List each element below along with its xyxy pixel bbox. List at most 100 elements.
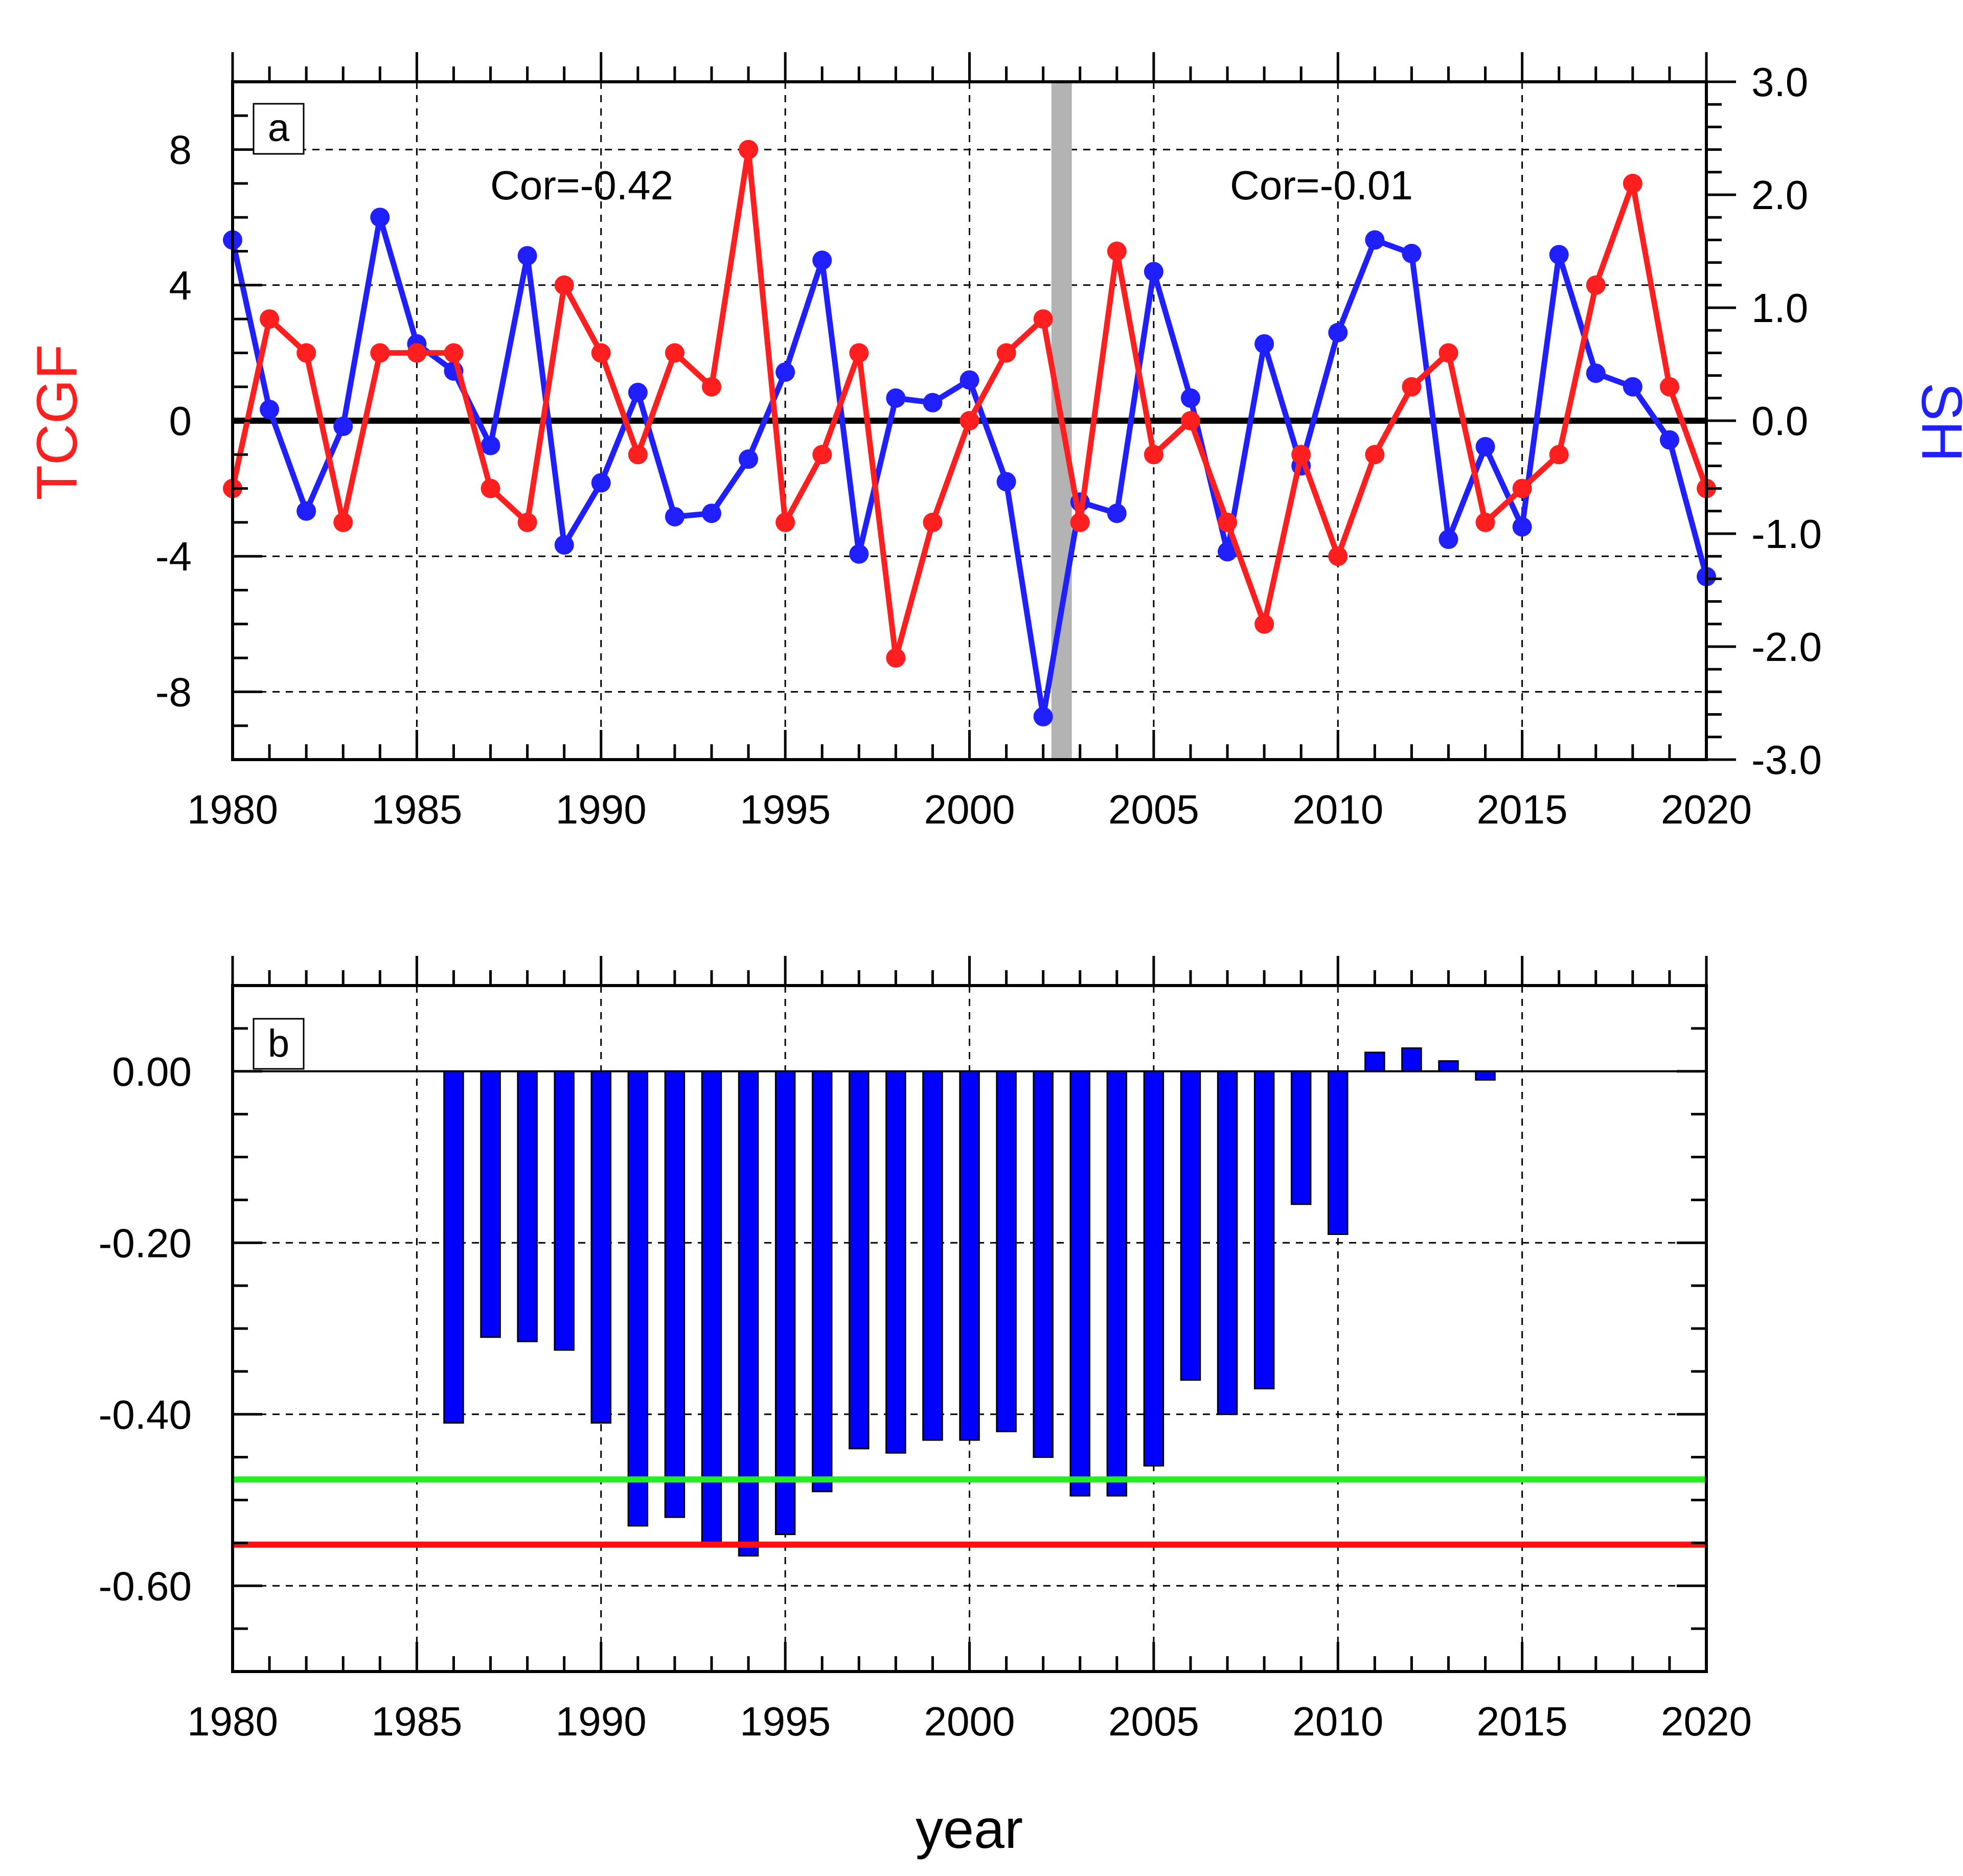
bar bbox=[885, 1070, 906, 1454]
sh-point bbox=[849, 544, 869, 564]
sh-point bbox=[1439, 530, 1458, 550]
panel-b-bar-chart: 1980 1985 1990 1995 2000 2005 2010 2015 2020 0.0… bbox=[99, 956, 1752, 1860]
sh-point bbox=[665, 507, 684, 527]
correlation-annotation-early: Cor=-0.42 bbox=[490, 163, 673, 208]
sh-point bbox=[739, 449, 759, 469]
tcgf-point bbox=[1549, 445, 1569, 465]
tcgf-point bbox=[1439, 343, 1458, 363]
tcgf-point bbox=[333, 512, 353, 532]
panel-b-ticks bbox=[231, 956, 1708, 1673]
bar bbox=[1364, 1051, 1385, 1072]
correlation-annotation-late: Cor=-0.01 bbox=[1230, 163, 1413, 208]
right-tick-label: 2.0 bbox=[1751, 172, 1808, 218]
bar bbox=[627, 1070, 649, 1527]
tcgf-point bbox=[1291, 445, 1311, 465]
tcgf-series bbox=[223, 140, 1716, 668]
tcgf-point bbox=[812, 445, 832, 465]
tcgf-point bbox=[481, 478, 500, 498]
bar bbox=[1475, 1070, 1496, 1081]
sh-point bbox=[481, 436, 500, 455]
tcgf-point bbox=[1659, 377, 1679, 397]
sh-point bbox=[1144, 262, 1163, 282]
sh-point bbox=[1107, 504, 1127, 523]
sh-point bbox=[923, 393, 943, 413]
sh-point bbox=[960, 370, 979, 390]
tcgf-point bbox=[1402, 377, 1422, 397]
sh-point bbox=[1512, 517, 1532, 537]
sh-point bbox=[1328, 323, 1348, 342]
tcgf-point bbox=[296, 343, 316, 363]
sh-point bbox=[1254, 334, 1274, 354]
left-tick-label: -8 bbox=[155, 669, 192, 715]
tcgf-point bbox=[960, 411, 979, 430]
sh-point bbox=[628, 382, 648, 402]
bar bbox=[1401, 1047, 1422, 1072]
tcgf-point bbox=[407, 343, 427, 363]
panel-a-left-tick-labels: 8 4 0 -4 -8 bbox=[155, 127, 192, 715]
tcgf-point bbox=[1180, 411, 1200, 430]
y-tick-label: 0.00 bbox=[112, 1049, 192, 1094]
tcgf-point bbox=[1144, 445, 1163, 465]
sh-point bbox=[333, 417, 353, 437]
bar bbox=[1217, 1070, 1238, 1415]
bar bbox=[1033, 1070, 1054, 1458]
bar bbox=[1143, 1070, 1165, 1467]
bar bbox=[738, 1070, 759, 1557]
tcgf-point bbox=[1512, 478, 1532, 498]
bar bbox=[996, 1070, 1017, 1432]
bar bbox=[849, 1070, 870, 1450]
bar bbox=[1290, 1070, 1312, 1205]
bar bbox=[1180, 1070, 1201, 1381]
x-tick-label: 1995 bbox=[740, 787, 831, 832]
tcgf-point bbox=[1475, 512, 1495, 532]
panel-b-label-box bbox=[253, 1018, 305, 1070]
sh-point bbox=[517, 246, 537, 266]
tcgf-point bbox=[1365, 445, 1385, 465]
tcgf-point bbox=[739, 140, 759, 159]
sh-point bbox=[1218, 542, 1238, 562]
panel-b-x-tick-labels: 1980 1985 1990 1995 2000 2005 2010 2015 2020 bbox=[187, 1699, 1752, 1744]
bar bbox=[517, 1070, 538, 1342]
bar bbox=[701, 1070, 722, 1544]
tcgf-point bbox=[775, 512, 795, 532]
sh-axis-label: SH bbox=[1910, 382, 1963, 462]
sh-point bbox=[1475, 437, 1495, 456]
tcgf-point bbox=[260, 309, 280, 329]
sh-point bbox=[591, 473, 611, 493]
tcgf-point bbox=[1218, 512, 1238, 532]
bar bbox=[1069, 1070, 1090, 1497]
panel-b-threshold-lines bbox=[233, 1476, 1706, 1548]
panel-a-x-tick-labels: 1980 1985 1990 1995 2000 2005 2010 2015 2020 bbox=[187, 787, 1752, 832]
sh-point bbox=[1623, 377, 1642, 397]
right-tick-label: -2.0 bbox=[1751, 624, 1822, 670]
tcgf-point bbox=[1623, 173, 1642, 193]
tcgf-point bbox=[1070, 512, 1090, 532]
tcgf-point bbox=[701, 377, 721, 397]
tcgf-point bbox=[849, 343, 869, 363]
x-tick-label: 2010 bbox=[1292, 1699, 1383, 1744]
bar bbox=[1328, 1070, 1349, 1235]
panel-b-label: b bbox=[268, 1022, 289, 1065]
bar bbox=[1253, 1070, 1275, 1389]
x-axis-label: year bbox=[916, 1798, 1023, 1860]
sh-point bbox=[260, 399, 280, 419]
sh-point bbox=[775, 362, 795, 382]
bar bbox=[811, 1070, 833, 1493]
tcgf-point bbox=[1586, 275, 1606, 295]
panel-a-line-chart: 1980 1985 1990 1995 2000 2005 2010 2015 2020 8 4 0… bbox=[25, 52, 1963, 832]
bar bbox=[480, 1070, 501, 1338]
bar bbox=[554, 1070, 575, 1351]
right-tick-label: -3.0 bbox=[1751, 737, 1822, 783]
y-tick-label: -0.60 bbox=[99, 1563, 192, 1609]
x-tick-label: 2000 bbox=[924, 1699, 1015, 1744]
tcgf-point bbox=[554, 275, 574, 295]
left-tick-label: 4 bbox=[169, 263, 192, 308]
panel-b-y-tick-labels: 0.00 -0.20 -0.40 -0.60 bbox=[99, 1049, 192, 1609]
panel-a-right-tick-labels: 3.0 2.0 1.0 0.0 -1.0 -2.0 -3.0 bbox=[1751, 59, 1822, 783]
sh-point bbox=[554, 535, 574, 555]
sh-point bbox=[1659, 430, 1679, 450]
tcgf-point bbox=[1107, 241, 1127, 261]
left-tick-label: 0 bbox=[169, 398, 192, 444]
bar bbox=[922, 1070, 943, 1441]
